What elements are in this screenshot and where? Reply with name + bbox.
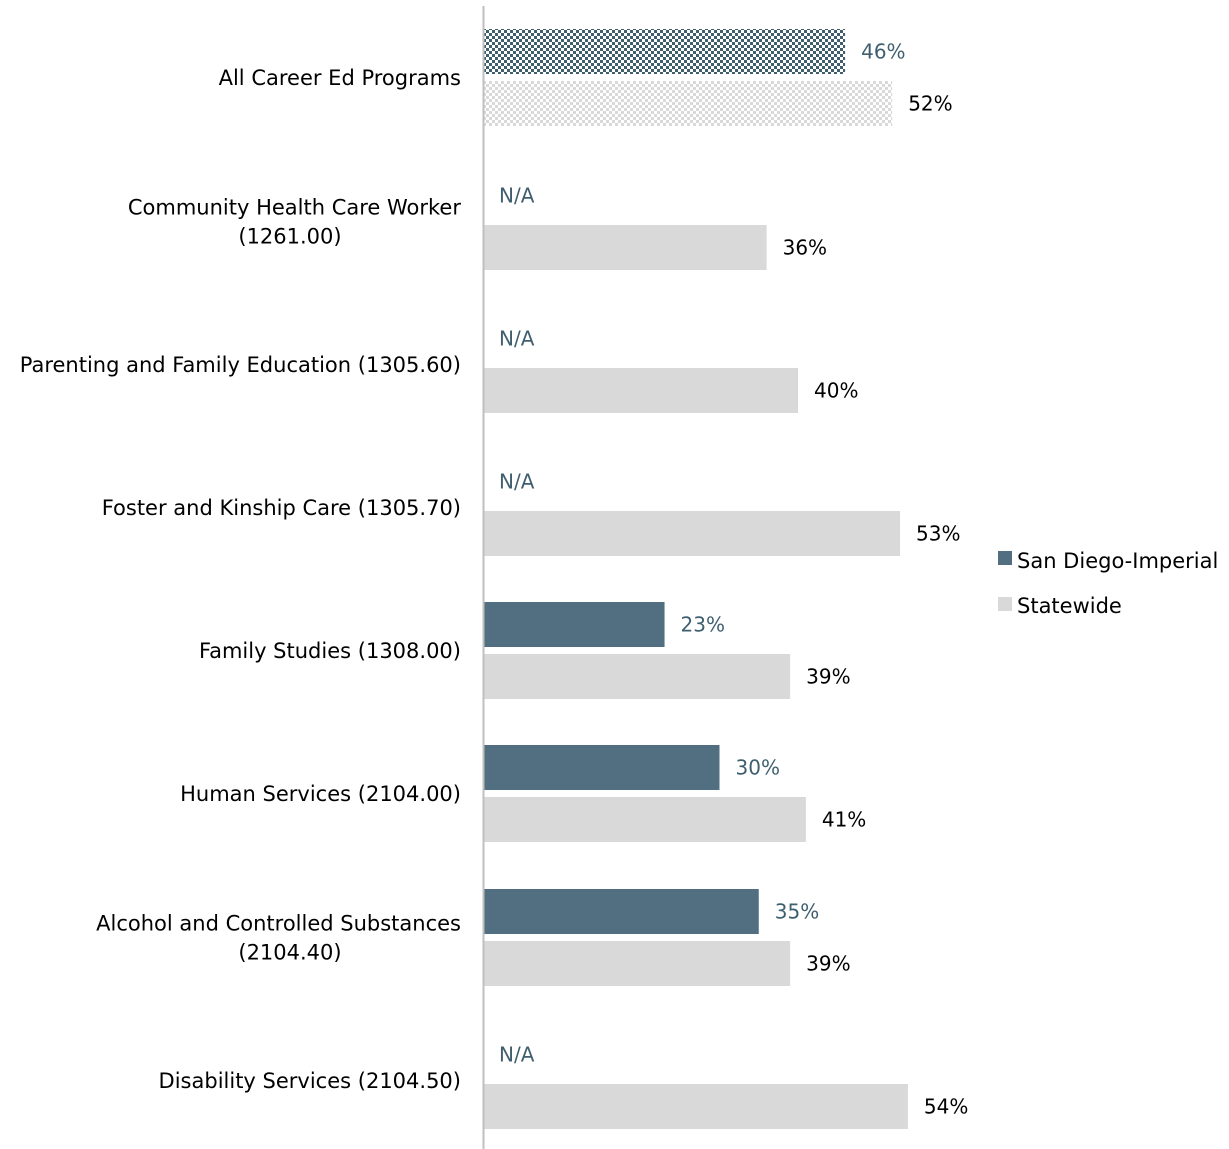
- data-label-statewide-2: 40%: [814, 379, 858, 403]
- bar-statewide-1: [484, 225, 767, 270]
- data-label-san-diego-imperial-6: 35%: [775, 900, 819, 924]
- bar-san-diego-imperial-0: [484, 29, 846, 74]
- legend-label-san-diego-imperial: San Diego-Imperial: [1017, 549, 1218, 573]
- bar-san-diego-imperial-4: [484, 602, 665, 647]
- data-label-san-diego-imperial-5: 30%: [736, 756, 780, 780]
- category-labels: All Career Ed Programs Community Health C…: [20, 66, 462, 1093]
- data-label-statewide-5: 41%: [822, 808, 866, 832]
- category-label-7-line-0: Disability Services (2104.50): [159, 1069, 461, 1093]
- data-label-san-diego-imperial-4: 23%: [681, 613, 725, 637]
- category-label-5-line-0: Human Services (2104.00): [180, 782, 461, 806]
- data-label-san-diego-imperial-3: N/A: [499, 470, 535, 494]
- bar-san-diego-imperial-5: [484, 745, 720, 790]
- data-label-statewide-7: 54%: [924, 1095, 968, 1119]
- data-label-san-diego-imperial-1: N/A: [499, 184, 535, 208]
- category-label-6-line-0: Alcohol and Controlled Substances: [96, 912, 461, 936]
- data-label-statewide-0: 52%: [908, 92, 952, 116]
- bars-layer: 46% 52% N/A 36% N/A 40% N/A 53% 23% 39% 30% 41% 35% 3…: [484, 29, 968, 1129]
- category-label-0-line-0: All Career Ed Programs: [219, 66, 461, 90]
- data-label-san-diego-imperial-2: N/A: [499, 327, 535, 351]
- bar-statewide-4: [484, 654, 791, 699]
- legend-swatch-san-diego-imperial: [998, 551, 1012, 565]
- legend-label-statewide: Statewide: [1017, 594, 1122, 618]
- data-label-statewide-6: 39%: [806, 952, 850, 976]
- data-label-san-diego-imperial-0: 46%: [861, 40, 905, 64]
- data-label-statewide-1: 36%: [783, 236, 827, 260]
- category-label-4-line-0: Family Studies (1308.00): [199, 639, 461, 663]
- category-label-1-line-0: Community Health Care Worker: [128, 196, 461, 220]
- bar-statewide-7: [484, 1084, 908, 1129]
- bar-san-diego-imperial-6: [484, 889, 759, 934]
- data-label-san-diego-imperial-7: N/A: [499, 1043, 535, 1067]
- bar-statewide-6: [484, 941, 791, 986]
- category-label-3-line-0: Foster and Kinship Care (1305.70): [102, 496, 461, 520]
- legend-swatch-statewide: [998, 597, 1012, 611]
- bar-statewide-5: [484, 797, 806, 842]
- data-label-statewide-4: 39%: [806, 665, 850, 689]
- category-label-6-line-1: (2104.40): [238, 941, 341, 965]
- legend: San Diego-Imperial Statewide: [998, 549, 1218, 618]
- category-label-1-line-1: (1261.00): [238, 225, 341, 249]
- category-label-2-line-0: Parenting and Family Education (1305.60): [20, 353, 461, 377]
- bar-statewide-2: [484, 368, 798, 413]
- data-label-statewide-3: 53%: [916, 522, 960, 546]
- bar-statewide-0: [484, 81, 893, 126]
- bar-statewide-3: [484, 511, 901, 556]
